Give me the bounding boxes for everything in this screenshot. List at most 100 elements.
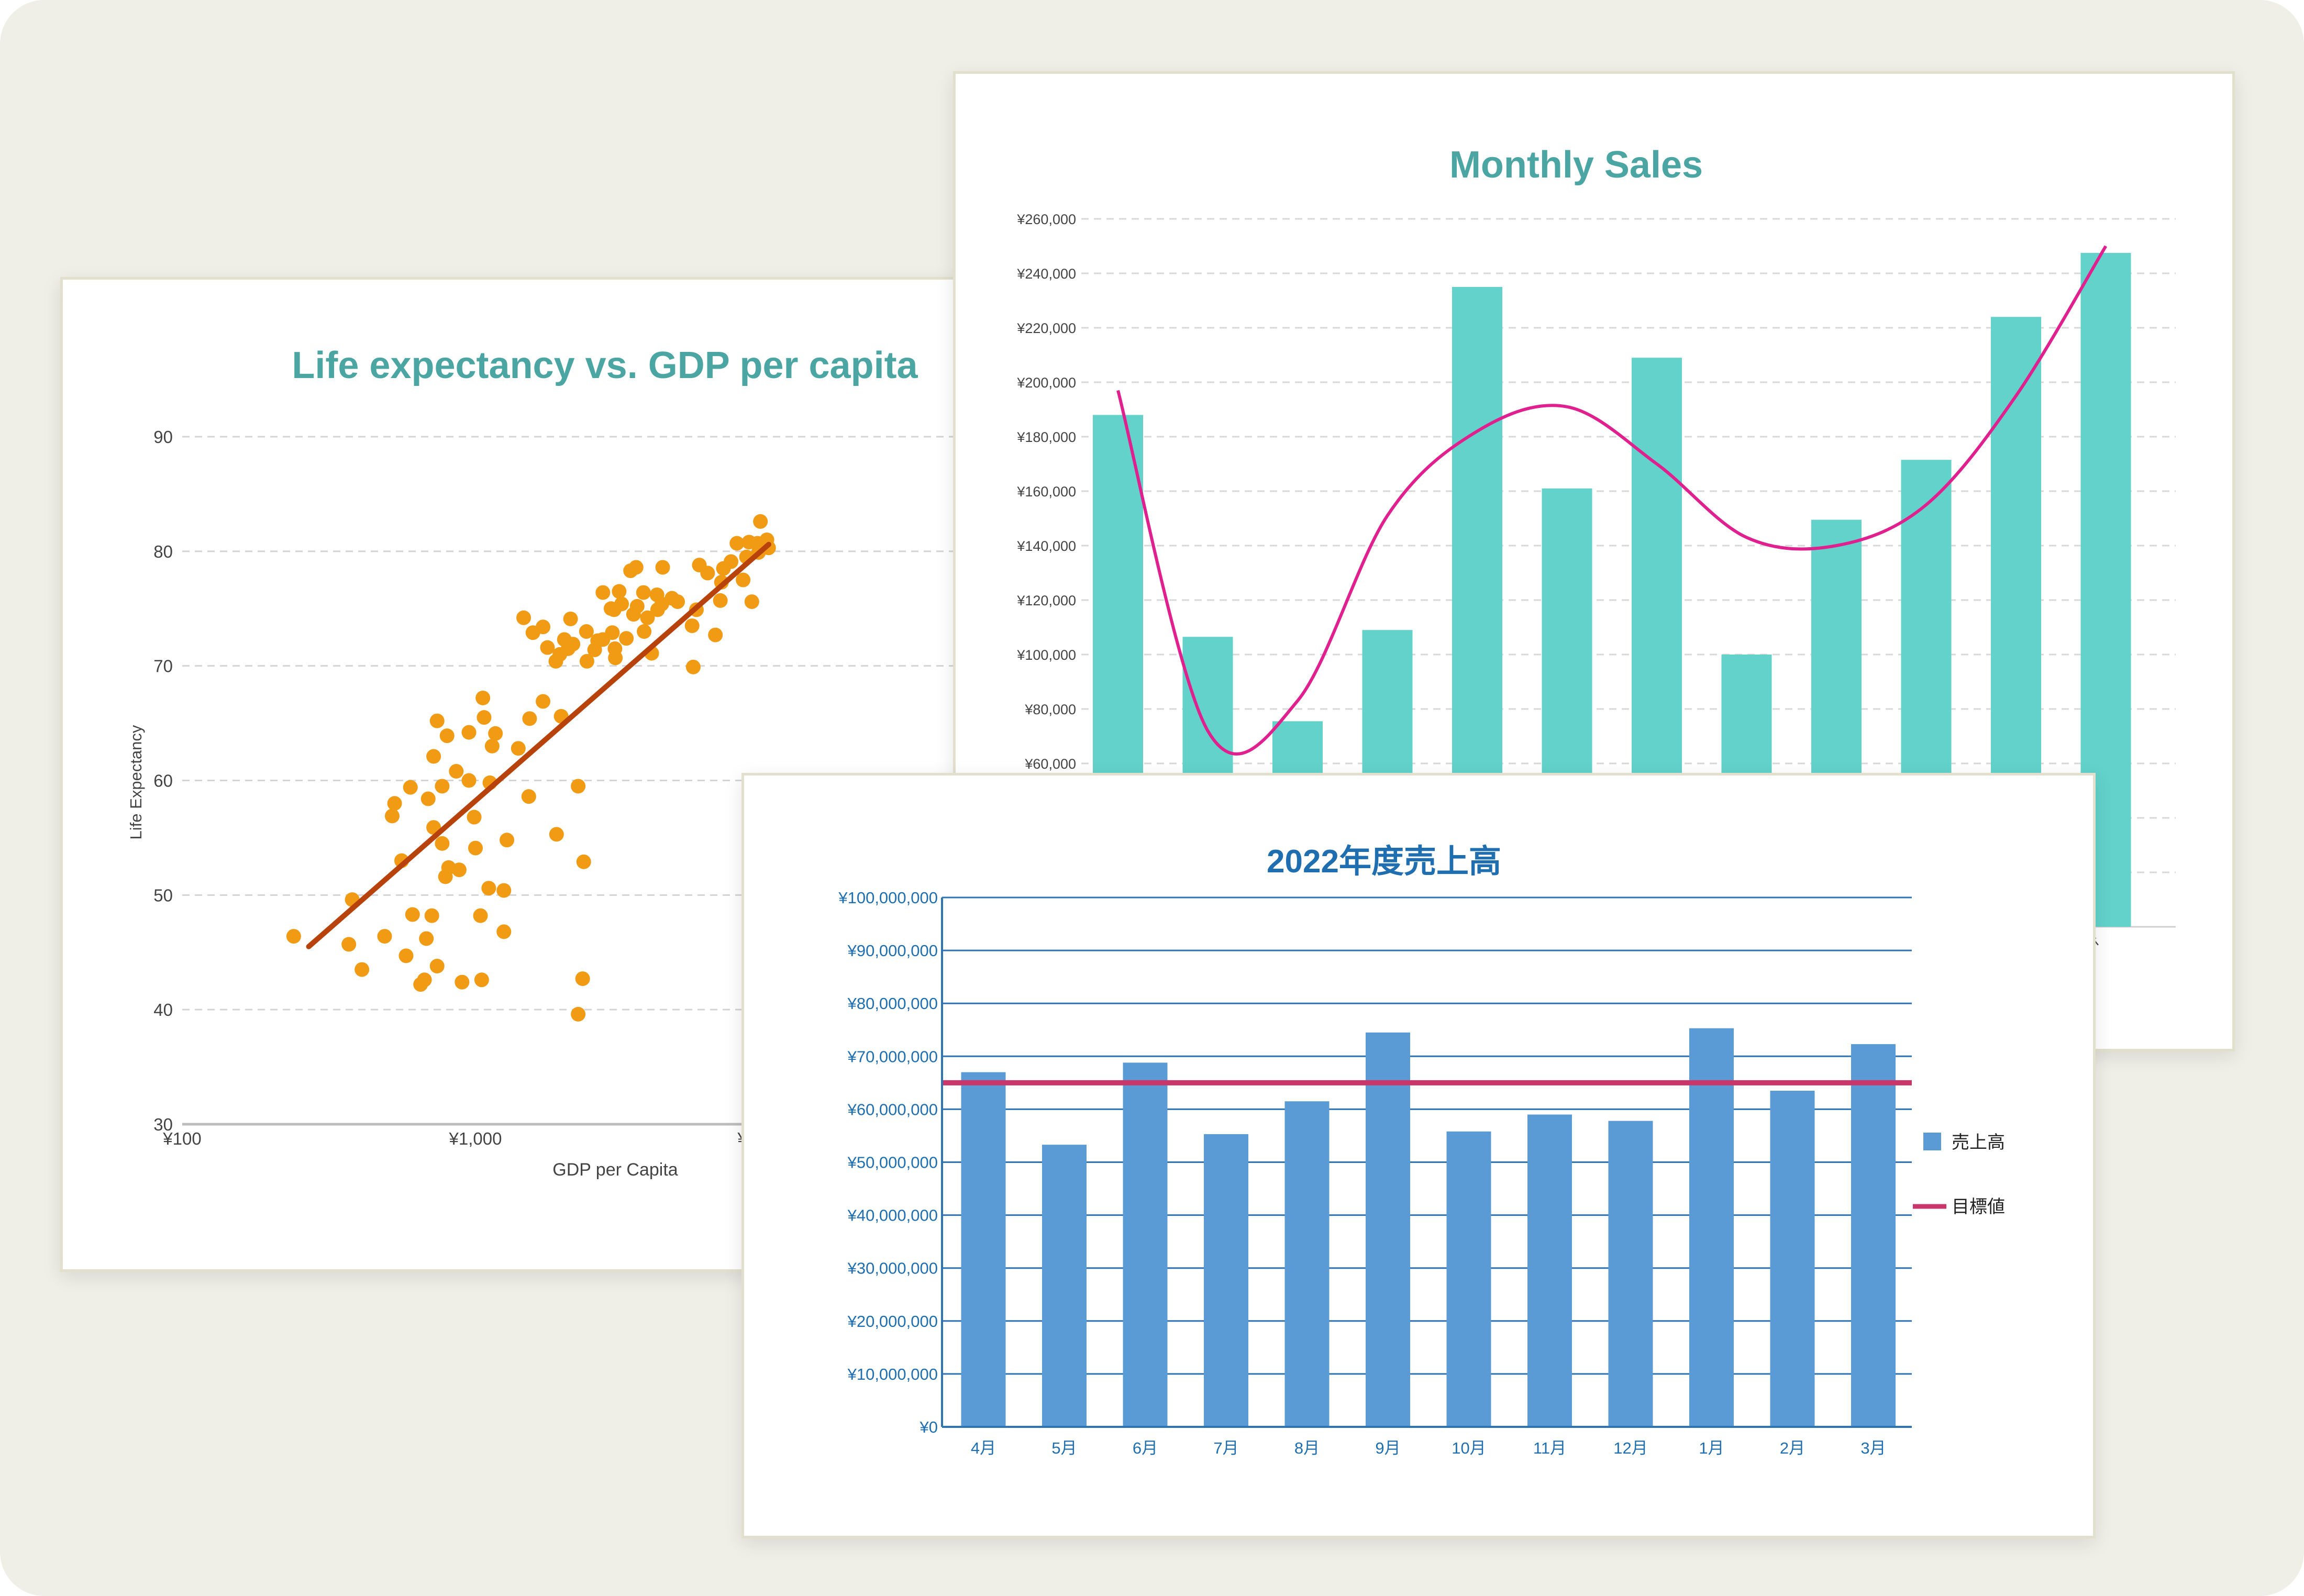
bar [1123,1062,1168,1427]
data-point [566,637,581,652]
data-point [637,624,652,639]
bar [1042,1145,1087,1427]
y-tick-label: ¥220,000 [1016,320,1076,336]
data-point [387,796,402,811]
y-tick-label: ¥10,000,000 [847,1365,938,1383]
x-tick-labels: ¥100¥1,000¥10,000 [162,1129,800,1148]
data-point [474,972,489,988]
bar [1770,1091,1815,1427]
legend-label-sales: 売上高 [1952,1133,2005,1152]
data-point [451,862,467,878]
data-point [612,584,627,599]
data-point [286,929,301,944]
data-point [685,659,701,674]
y-tick-label: ¥80,000 [1024,702,1076,717]
data-point [563,611,578,626]
bar [1527,1114,1572,1427]
scatter-points [286,514,776,1022]
y-tick-label: ¥160,000 [1016,484,1076,500]
data-point [536,694,551,709]
bar [1366,1032,1410,1427]
data-point [619,631,634,646]
y-tick-label: ¥140,000 [1016,538,1076,554]
data-point [636,585,651,600]
x-tick-label: 3月 [1860,1439,1886,1457]
data-point [467,810,482,825]
data-point [403,780,418,795]
data-point [424,908,439,923]
trend-line [306,541,771,949]
data-point [484,738,500,753]
data-point [521,789,536,804]
data-point [481,881,496,896]
legend-swatch-sales [1923,1133,1941,1150]
data-point [496,883,512,898]
data-point [571,779,586,794]
data-point [429,713,445,728]
y-tick-label: ¥20,000,000 [847,1312,938,1331]
data-point [468,840,483,856]
x-tick-label: 11月 [1533,1439,1566,1457]
data-point [435,836,450,851]
chart-title: Life expectancy vs. GDP per capita [292,345,918,386]
data-point [384,808,400,824]
data-point [549,827,564,842]
y-tick-label: ¥100,000 [1016,647,1076,663]
legend-label-target: 目標値 [1952,1197,2005,1217]
y-tick-label: 30 [153,1115,173,1134]
data-point [579,624,594,639]
data-point [477,710,492,725]
data-point [713,593,728,608]
data-point [449,763,464,779]
x-tick-label: 12月 [1613,1439,1647,1457]
y-gridlines [182,436,1032,1011]
data-point [475,690,491,705]
bar [961,1072,1006,1427]
x-tick-label: 1月 [1699,1439,1724,1457]
bar [1608,1121,1653,1427]
x-tick-label: 10月 [1452,1439,1486,1457]
data-point [488,726,503,741]
data-point [729,536,745,551]
x-tick-label: 7月 [1213,1439,1238,1457]
y-tick-labels: 30 40 50 60 70 80 90 [153,427,173,1134]
data-point [540,640,555,655]
data-point [684,618,700,634]
fy2022-sales-chart: 2022年度売上高 ¥0 ¥10,000,000 ¥20,000,000 ¥30,00… [838,844,2005,1457]
data-point [595,585,611,600]
y-tick-label: 70 [153,657,173,676]
x-axis-label: GDP per Capita [552,1160,678,1180]
data-point [473,908,488,923]
data-point [744,594,759,609]
x-tick-label: 9月 [1375,1439,1400,1457]
y-tick-label: ¥180,000 [1016,429,1076,445]
data-point [429,959,445,974]
y-tick-label: ¥80,000,000 [847,994,938,1013]
data-point [579,653,594,669]
y-tick-label: ¥30,000,000 [847,1259,938,1278]
data-point [426,749,441,764]
y-tick-label: ¥0 [920,1418,938,1436]
data-point [655,560,670,575]
data-point [629,598,645,614]
data-point [435,779,450,794]
y-tick-label: ¥200,000 [1016,375,1076,391]
bar [1689,1028,1734,1427]
data-point [700,566,715,581]
y-tick-labels: ¥0 ¥10,000,000 ¥20,000,000 ¥30,000,000 ¥40,0… [838,889,938,1436]
data-point [753,514,768,529]
y-tick-label: ¥60,000,000 [847,1100,938,1118]
y-tick-label: ¥60,000 [1024,756,1076,772]
x-tick-label: ¥1,000 [449,1129,502,1148]
data-point [605,625,620,640]
bar-series [961,1028,1896,1427]
data-point [522,711,537,726]
y-tick-label: 50 [153,885,173,905]
data-point [405,907,420,922]
y-tick-label: 40 [153,1000,173,1019]
y-tick-label: ¥100,000,000 [838,889,938,907]
data-point [419,931,434,946]
x-tick-label: 6月 [1133,1439,1158,1457]
y-tick-label: ¥40,000,000 [847,1206,938,1225]
